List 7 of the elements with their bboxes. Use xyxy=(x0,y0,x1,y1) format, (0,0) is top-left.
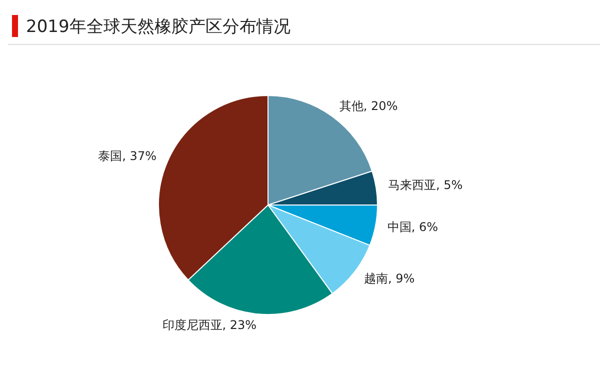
slice-label: 泰国, 37% xyxy=(98,148,156,163)
slice-label: 马来西亚, 5% xyxy=(388,178,463,192)
slice-label: 越南, 9% xyxy=(364,272,415,286)
slice-label: 其他, 20% xyxy=(339,98,398,113)
slice-label: 印度尼西亚, 23% xyxy=(162,318,257,332)
slice-label: 中国, 6% xyxy=(387,220,438,234)
chart-title: 2019年全球天然橡胶产区分布情况 xyxy=(26,16,290,38)
